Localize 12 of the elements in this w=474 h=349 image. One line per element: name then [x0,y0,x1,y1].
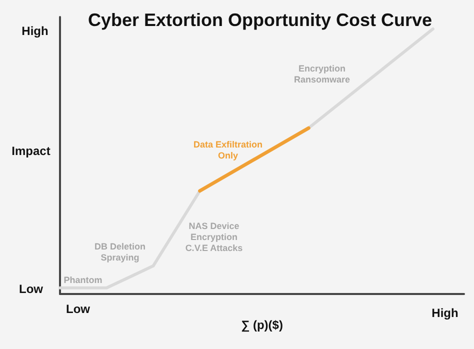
annotation: NAS Device Encryption C.V.E Attacks [185,221,243,253]
chart-title: Cyber Extortion Opportunity Cost Curve [88,10,432,30]
text: High [432,306,458,320]
annotation: Encryption Ransomware [294,64,350,84]
annotation: Phantom [64,275,102,285]
text: Low [66,302,91,316]
x-axis-title: ∑ (p)($) [241,318,283,332]
annotation: Data Exfiltration Only [193,140,263,160]
text: Low [19,282,44,296]
text: High [22,24,48,38]
y-axis-title: Impact [12,144,50,158]
annotation: DB Deletion Spraying [94,242,146,262]
